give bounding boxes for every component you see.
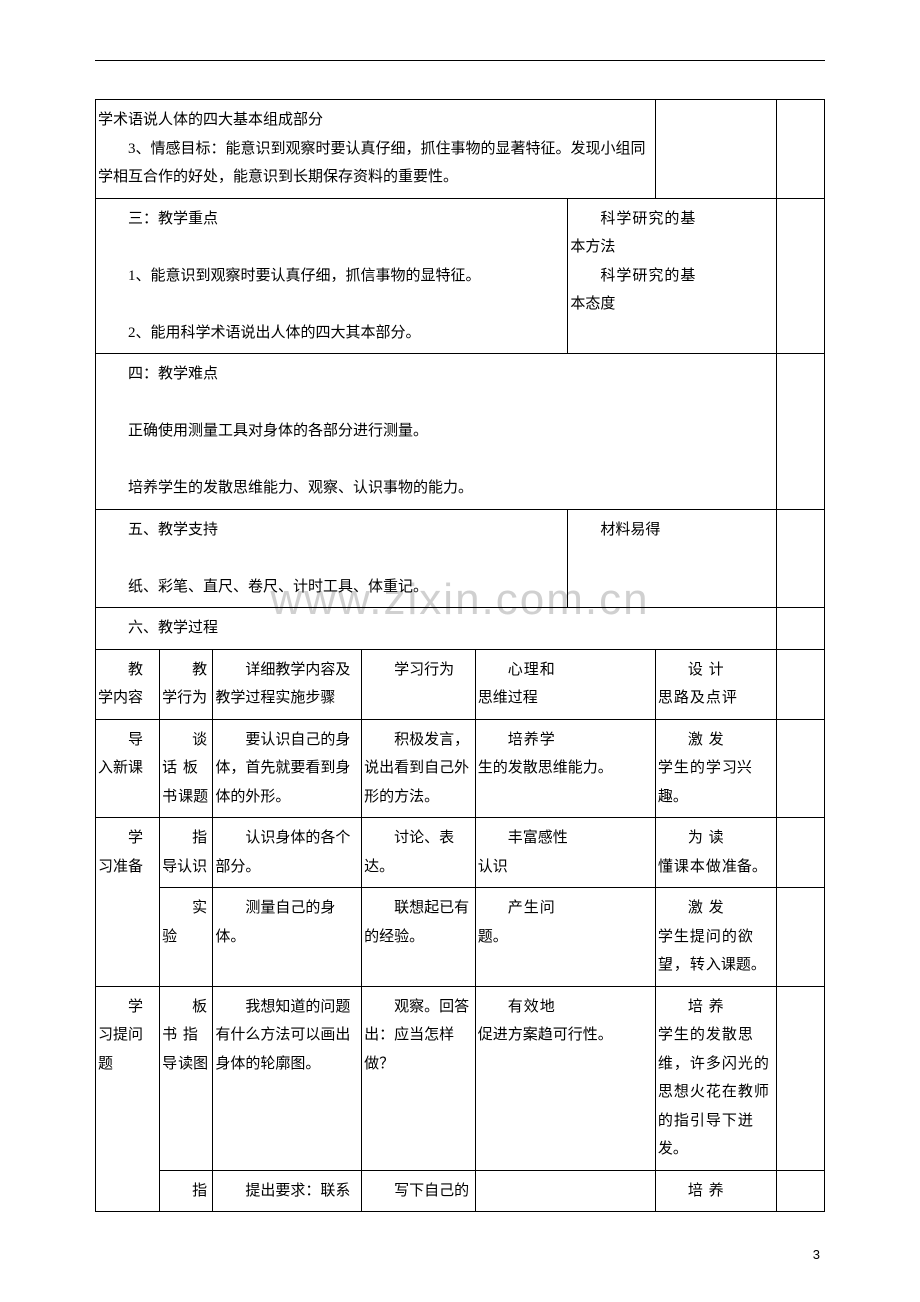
table-cell: 测量自己的身体。 [213, 888, 362, 987]
table-cell: 丰富感性认识 [475, 818, 655, 888]
table-cell: 产生问题。 [475, 888, 655, 987]
table-cell: 六、教学过程 [96, 608, 777, 650]
table-cell: 联想起已有的经验。 [362, 888, 476, 987]
table-cell: 培 养 [655, 1170, 776, 1212]
table-cell: 为 读懂课本做准备。 [655, 818, 776, 888]
table-cell: 教学内容 [96, 649, 160, 719]
table-cell [776, 1170, 824, 1212]
table-cell: 设 计思路及点评 [655, 649, 776, 719]
table-cell: 讨论、表达。 [362, 818, 476, 888]
table-cell: 要认识自己的身体，首先就要看到身体的外形。 [213, 719, 362, 818]
table-cell [776, 608, 824, 650]
table-cell: 五、教学支持纸、彩笔、直尺、卷尺、计时工具、体重记。 [96, 509, 568, 608]
table-cell: 教学行为 [160, 649, 213, 719]
table-row: 实验测量自己的身体。联想起已有的经验。产生问题。激 发学生提问的欲望，转入课题。 [96, 888, 825, 987]
table-cell [776, 509, 824, 608]
table-cell: 有效地促进方案趋可行性。 [475, 986, 655, 1170]
table-cell [776, 888, 824, 987]
table-cell: 我想知道的问题有什么方法可以画出身体的轮廓图。 [213, 986, 362, 1170]
table-cell: 谈话 板 书课题 [160, 719, 213, 818]
table-cell [776, 354, 824, 510]
table-row: 学术语说人体的四大基本组成部分3、情感目标：能意识到观察时要认真仔细，抓住事物的… [96, 100, 825, 199]
table-cell: 科学研究的基本方法科学研究的基本态度 [568, 198, 776, 354]
table-cell [776, 198, 824, 354]
table-cell: 学习提问题 [96, 986, 160, 1212]
table-cell: 三：教学重点1、能意识到观察时要认真仔细，抓信事物的显特征。2、能用科学术语说出… [96, 198, 568, 354]
page-number: 3 [813, 1247, 820, 1262]
table-cell [776, 100, 824, 199]
table-cell: 写下自己的 [362, 1170, 476, 1212]
table-cell: 培 养学生的发散思维，许多闪光的思想火花在教师的指引导下迸发。 [655, 986, 776, 1170]
table-cell: 提出要求：联系 [213, 1170, 362, 1212]
table-row: 四：教学难点正确使用测量工具对身体的各部分进行测量。培养学生的发散思维能力、观察… [96, 354, 825, 510]
table-cell [776, 818, 824, 888]
table-row: 教学内容教学行为详细教学内容及教学过程实施步骤学习行为心理和思维过程设 计思路及… [96, 649, 825, 719]
table-cell: 详细教学内容及教学过程实施步骤 [213, 649, 362, 719]
table-row: 学习准备指导认识认识身体的各个部分。讨论、表达。丰富感性认识为 读懂课本做准备。 [96, 818, 825, 888]
table-row: 指提出要求：联系写下自己的 培 养 [96, 1170, 825, 1212]
table-cell: 板书 指 导读图 [160, 986, 213, 1170]
table-cell: 指 [160, 1170, 213, 1212]
table-cell: 认识身体的各个部分。 [213, 818, 362, 888]
table-cell [776, 719, 824, 818]
table-row: 学习提问题板书 指 导读图我想知道的问题有什么方法可以画出身体的轮廓图。观察。回… [96, 986, 825, 1170]
table-row: 五、教学支持纸、彩笔、直尺、卷尺、计时工具、体重记。材料易得 [96, 509, 825, 608]
table-row: 导入新课谈话 板 书课题要认识自己的身体，首先就要看到身体的外形。积极发言，说出… [96, 719, 825, 818]
table-cell [475, 1170, 655, 1212]
table-row: 三：教学重点1、能意识到观察时要认真仔细，抓信事物的显特征。2、能用科学术语说出… [96, 198, 825, 354]
top-rule [95, 60, 825, 61]
table-row: 六、教学过程 [96, 608, 825, 650]
table-cell: 心理和思维过程 [475, 649, 655, 719]
table-cell [776, 649, 824, 719]
table-cell [776, 986, 824, 1170]
table-cell: 激 发学生的学习兴趣。 [655, 719, 776, 818]
table-cell: 培养学生的发散思维能力。 [475, 719, 655, 818]
table-cell: 材料易得 [568, 509, 776, 608]
table-cell: 学习准备 [96, 818, 160, 987]
table-cell: 四：教学难点正确使用测量工具对身体的各部分进行测量。培养学生的发散思维能力、观察… [96, 354, 777, 510]
table-cell: 积极发言，说出看到自己外形的方法。 [362, 719, 476, 818]
lesson-plan-table: 学术语说人体的四大基本组成部分3、情感目标：能意识到观察时要认真仔细，抓住事物的… [95, 99, 825, 1212]
table-cell: 激 发学生提问的欲望，转入课题。 [655, 888, 776, 987]
table-cell: 观察。回答出：应当怎样做？ [362, 986, 476, 1170]
table-cell: 指导认识 [160, 818, 213, 888]
table-cell: 导入新课 [96, 719, 160, 818]
table-cell [655, 100, 776, 199]
table-cell: 学习行为 [362, 649, 476, 719]
table-cell: 学术语说人体的四大基本组成部分3、情感目标：能意识到观察时要认真仔细，抓住事物的… [96, 100, 656, 199]
table-cell: 实验 [160, 888, 213, 987]
